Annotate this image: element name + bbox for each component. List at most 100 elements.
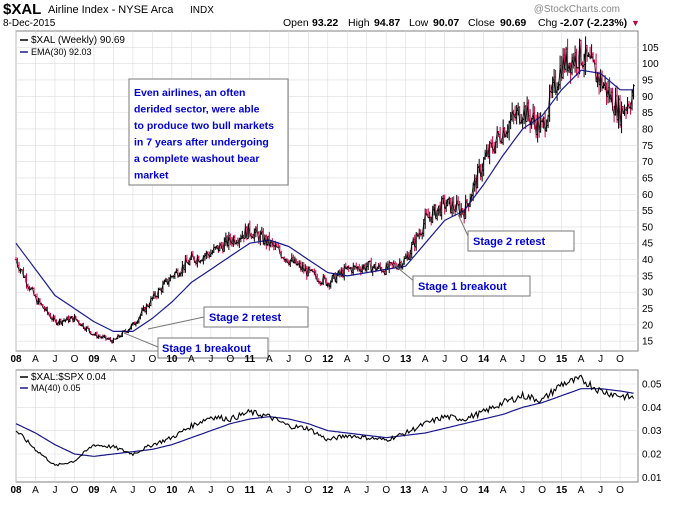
open-value: 93.22 <box>312 17 338 29</box>
price-x-tick-label: A <box>578 354 585 365</box>
ratio-x-tick-label: 14 <box>478 485 490 496</box>
price-y-axis: 15 20 25 30 35 40 45 50 55 60 65 70 75 80 85 90 95 100 105 <box>642 43 659 348</box>
annotation-stage2-retest-2009: Stage 2 retest <box>147 306 309 330</box>
high-label: High <box>348 17 370 29</box>
low-label: Low <box>409 17 429 29</box>
price-y-tick-label: 25 <box>642 304 654 315</box>
price-x-tick-label: O <box>149 354 157 365</box>
ratio-x-tick-label: O <box>616 485 624 496</box>
stage2-retest-label-a: Stage 2 retest <box>209 312 281 324</box>
chg-value: -2.07 (-2.23%) <box>560 17 627 29</box>
annotation-stage1-breakout-2009: Stage 1 breakout <box>123 332 269 359</box>
low-value: 90.07 <box>433 17 459 29</box>
ratio-x-tick-label: O <box>71 485 79 496</box>
price-x-tick-label: 13 <box>400 354 412 365</box>
ratio-x-axis: 08 A J O 09 A J O 10 A J O 11 A J O 12 A J O 13 A J O 14 A J O 15 A J O <box>10 485 624 496</box>
price-legend: $XAL (Weekly) 90.69 <box>31 35 125 46</box>
price-x-tick-label: 11 <box>245 354 256 365</box>
price-x-tick-label: O <box>538 354 546 365</box>
price-x-tick-label: A <box>110 354 117 365</box>
price-y-tick-label: 20 <box>642 320 654 331</box>
ratio-x-tick-label: A <box>578 485 585 496</box>
ratio-y-axis: 0.01 0.02 0.03 0.04 0.05 <box>642 380 662 484</box>
close-value: 90.69 <box>500 17 526 29</box>
price-y-tick-label: 45 <box>642 239 654 250</box>
price-x-tick-label: A <box>344 354 351 365</box>
price-x-tick-label: J <box>598 354 603 365</box>
price-y-tick-label: 105 <box>642 43 659 54</box>
price-x-tick-label: J <box>520 354 525 365</box>
price-x-tick-label: J <box>364 354 369 365</box>
price-y-tick-label: 95 <box>642 75 654 86</box>
price-x-tick-label: O <box>460 354 468 365</box>
price-x-tick-label: A <box>266 354 273 365</box>
ratio-y-tick-label: 0.03 <box>642 426 662 437</box>
ratio-x-tick-label: A <box>500 485 507 496</box>
price-x-tick-label: O <box>304 354 312 365</box>
ratio-x-tick-label: 12 <box>322 485 334 496</box>
ratio-x-tick-label: A <box>188 485 195 496</box>
ratio-x-tick-label: 11 <box>245 485 256 496</box>
ratio-x-tick-label: J <box>208 485 213 496</box>
price-y-tick-label: 85 <box>642 108 654 119</box>
price-x-tick-label: A <box>188 354 195 365</box>
ratio-x-tick-label: A <box>110 485 117 496</box>
ratio-x-tick-label: O <box>382 485 390 496</box>
ratio-y-tick-label: 0.02 <box>642 450 662 461</box>
ratio-x-tick-label: J <box>598 485 603 496</box>
price-gridlines <box>15 31 638 351</box>
ratio-panel <box>15 369 639 483</box>
ratio-y-tick-label: 0.01 <box>642 473 662 484</box>
stage1-breakout-label-b: Stage 1 breakout <box>418 281 507 293</box>
ratio-x-tick-label: 09 <box>88 485 100 496</box>
ratio-x-tick-label: J <box>520 485 525 496</box>
annotation-stage2-retest-2013: Stage 2 retest <box>455 209 575 252</box>
open-label: Open <box>283 17 309 29</box>
ratio-x-tick-label: A <box>422 485 429 496</box>
stage2-retest-label-b: Stage 2 retest <box>473 236 545 248</box>
ratio-x-tick-label: A <box>344 485 351 496</box>
ratio-x-tick-label: O <box>226 485 234 496</box>
ratio-x-tick-label: 10 <box>166 485 178 496</box>
price-y-tick-label: 70 <box>642 157 654 168</box>
ratio-y-tick-label: 0.05 <box>642 380 662 391</box>
price-y-tick-label: 100 <box>642 59 659 70</box>
price-x-tick-label: J <box>208 354 213 365</box>
price-x-tick-label: O <box>382 354 390 365</box>
ma-legend: MA(40) 0.05 <box>31 383 81 393</box>
ratio-legend: $XAL:$SPX 0.04 <box>31 372 106 383</box>
price-x-tick-label: J <box>130 354 135 365</box>
commentary-box <box>128 78 289 186</box>
chart-exchange: INDX <box>190 5 214 16</box>
price-y-tick-label: 30 <box>642 288 654 299</box>
ratio-x-tick-label: O <box>460 485 468 496</box>
price-x-tick-label: J <box>442 354 447 365</box>
price-x-tick-label: J <box>286 354 291 365</box>
chg-label: Chg <box>538 17 557 29</box>
ratio-x-tick-label: A <box>266 485 273 496</box>
ratio-x-tick-label: 15 <box>556 485 568 496</box>
price-panel <box>15 30 639 352</box>
price-x-tick-label: A <box>500 354 507 365</box>
chart-date: 8-Dec-2015 <box>3 18 56 29</box>
price-x-tick-label: 08 <box>10 354 22 365</box>
ratio-x-tick-label: J <box>442 485 447 496</box>
price-x-tick-label: A <box>422 354 429 365</box>
price-y-tick-label: 15 <box>642 337 654 348</box>
ratio-x-tick-label: O <box>304 485 312 496</box>
price-y-tick-label: 90 <box>642 92 654 103</box>
price-x-tick-label: 12 <box>322 354 334 365</box>
ema-legend: EMA(30) 92.03 <box>31 47 92 57</box>
price-x-tick-label: O <box>71 354 79 365</box>
price-y-tick-label: 50 <box>642 222 654 233</box>
ratio-x-tick-label: J <box>286 485 291 496</box>
commentary-text: Even airlines, an often derided sector, w… <box>134 87 274 182</box>
price-x-tick-label: 14 <box>478 354 490 365</box>
price-x-tick-label: 15 <box>556 354 568 365</box>
price-x-tick-label: 10 <box>166 354 178 365</box>
price-line <box>15 40 634 344</box>
price-x-axis: 08 A J O 09 A J O 10 A J O 11 A J O 12 A J O 13 A J O 14 A J O 15 A J O <box>10 354 624 365</box>
high-value: 94.87 <box>374 17 400 29</box>
watermark: @StockCharts.com <box>534 4 620 15</box>
